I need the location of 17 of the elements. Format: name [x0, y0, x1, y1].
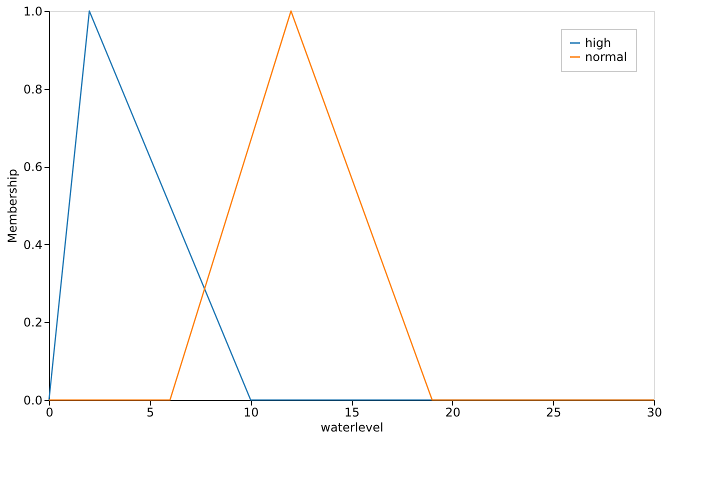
x-tick-label: 20 [445, 406, 460, 420]
legend-label: normal [585, 50, 628, 64]
legend-label: high [585, 36, 612, 50]
x-axis-title: waterlevel [320, 420, 384, 434]
y-tick-label: 0.2 [23, 316, 42, 330]
y-tick-label: 0.0 [23, 394, 42, 408]
x-tick-label: 15 [344, 406, 360, 420]
y-tick-label: 0.8 [23, 82, 42, 96]
y-tick-label: 0.6 [23, 160, 42, 174]
x-tick-label: 0 [46, 406, 54, 420]
x-tick-label: 10 [244, 406, 259, 420]
y-tick-label: 0.4 [23, 238, 42, 252]
x-tick-label: 5 [146, 406, 154, 420]
y-axis-title: Membership [5, 168, 20, 244]
x-tick-label: 25 [546, 406, 562, 420]
y-tick-label: 1.0 [23, 4, 42, 18]
x-tick-label: 30 [646, 406, 662, 420]
